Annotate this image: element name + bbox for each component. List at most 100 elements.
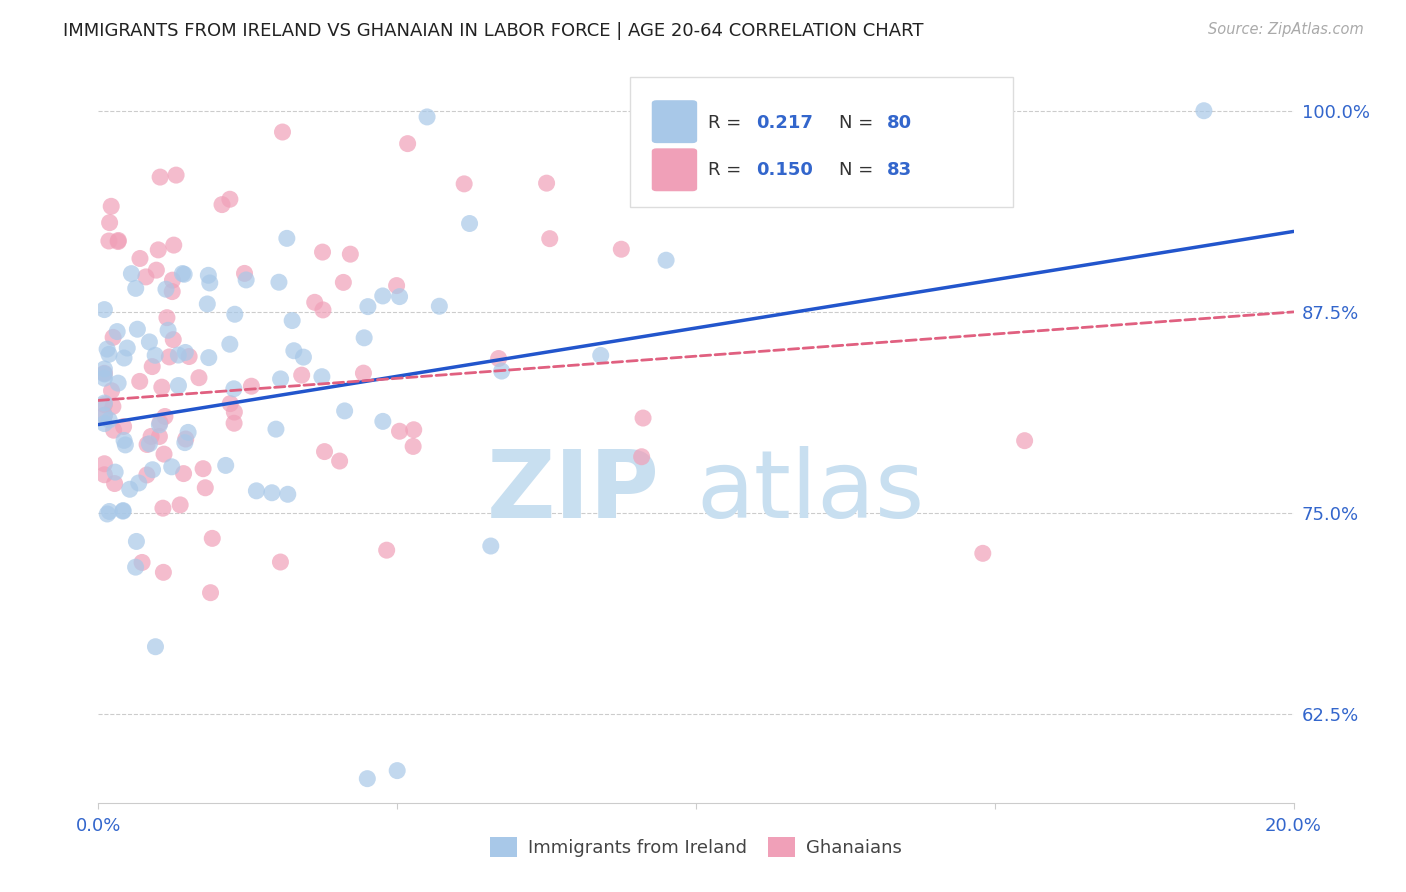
Point — [165, 168, 187, 182]
Point — [589, 348, 612, 362]
Point — [396, 136, 419, 151]
Point — [283, 343, 305, 358]
Point — [156, 310, 179, 325]
Point — [222, 416, 245, 430]
Text: 0.150: 0.150 — [756, 161, 813, 178]
Point — [98, 216, 121, 230]
Point — [264, 422, 287, 436]
Point — [453, 177, 475, 191]
Point — [177, 425, 200, 440]
Point — [311, 369, 333, 384]
Text: ZIP: ZIP — [488, 446, 661, 538]
Point — [191, 461, 214, 475]
Point — [98, 504, 121, 518]
Point — [304, 295, 326, 310]
Text: 0.217: 0.217 — [756, 114, 813, 132]
Point — [332, 276, 354, 290]
Point — [149, 170, 172, 185]
Point — [143, 348, 166, 362]
Point — [385, 764, 409, 778]
Point — [131, 556, 153, 570]
Point — [173, 267, 195, 281]
Point — [198, 276, 221, 290]
Point — [200, 585, 222, 599]
Point — [211, 197, 233, 211]
Point — [173, 467, 195, 481]
Point — [167, 378, 190, 392]
Point — [291, 368, 314, 383]
Point — [281, 313, 304, 327]
Point — [538, 232, 561, 246]
Point — [267, 275, 290, 289]
Point — [107, 234, 129, 248]
Point — [167, 348, 190, 362]
Point — [152, 501, 174, 516]
Point — [129, 252, 152, 266]
Point — [112, 351, 135, 365]
Point — [107, 376, 129, 391]
Point — [107, 235, 129, 249]
Point — [96, 342, 118, 356]
Point — [292, 350, 315, 364]
Point — [174, 345, 197, 359]
Point — [148, 417, 170, 432]
Point — [371, 414, 394, 428]
Point — [416, 110, 439, 124]
Point — [197, 351, 219, 365]
Point — [630, 450, 652, 464]
Text: N =: N = — [839, 114, 879, 132]
Point — [311, 245, 333, 260]
Point — [93, 409, 115, 423]
Point — [172, 267, 194, 281]
Point — [479, 539, 502, 553]
Point — [139, 429, 162, 443]
Point — [218, 337, 240, 351]
Point — [188, 370, 211, 384]
Point — [271, 125, 294, 139]
Point — [371, 289, 394, 303]
Point — [93, 396, 115, 410]
Point — [402, 439, 425, 453]
Point — [157, 323, 180, 337]
Point — [219, 192, 242, 206]
Point — [98, 413, 121, 427]
Point — [222, 382, 245, 396]
Point — [224, 307, 246, 321]
Point — [93, 398, 115, 412]
Point — [163, 238, 186, 252]
Point — [458, 217, 481, 231]
Point — [427, 299, 450, 313]
Point — [194, 481, 217, 495]
Point — [314, 444, 336, 458]
Point — [93, 367, 115, 381]
Point — [135, 269, 157, 284]
Point — [173, 435, 195, 450]
Point — [100, 384, 122, 398]
Point — [235, 273, 257, 287]
Point — [357, 300, 380, 314]
Point — [93, 417, 115, 431]
Point — [125, 534, 148, 549]
Point — [93, 409, 115, 423]
Point — [197, 268, 219, 283]
Point — [162, 273, 184, 287]
Point — [148, 243, 170, 257]
Point — [224, 405, 246, 419]
Point — [135, 467, 157, 482]
Point — [174, 432, 197, 446]
Point — [655, 253, 678, 268]
Text: R =: R = — [709, 114, 747, 132]
Point — [101, 400, 124, 414]
Point — [141, 359, 163, 374]
Point — [136, 437, 159, 451]
Point — [215, 458, 238, 473]
Point — [240, 379, 263, 393]
Point — [276, 231, 298, 245]
Point — [610, 242, 633, 256]
Point — [269, 555, 291, 569]
Point — [353, 331, 375, 345]
Point — [536, 176, 558, 190]
Point — [160, 285, 183, 299]
Point — [145, 263, 167, 277]
Point — [245, 483, 267, 498]
